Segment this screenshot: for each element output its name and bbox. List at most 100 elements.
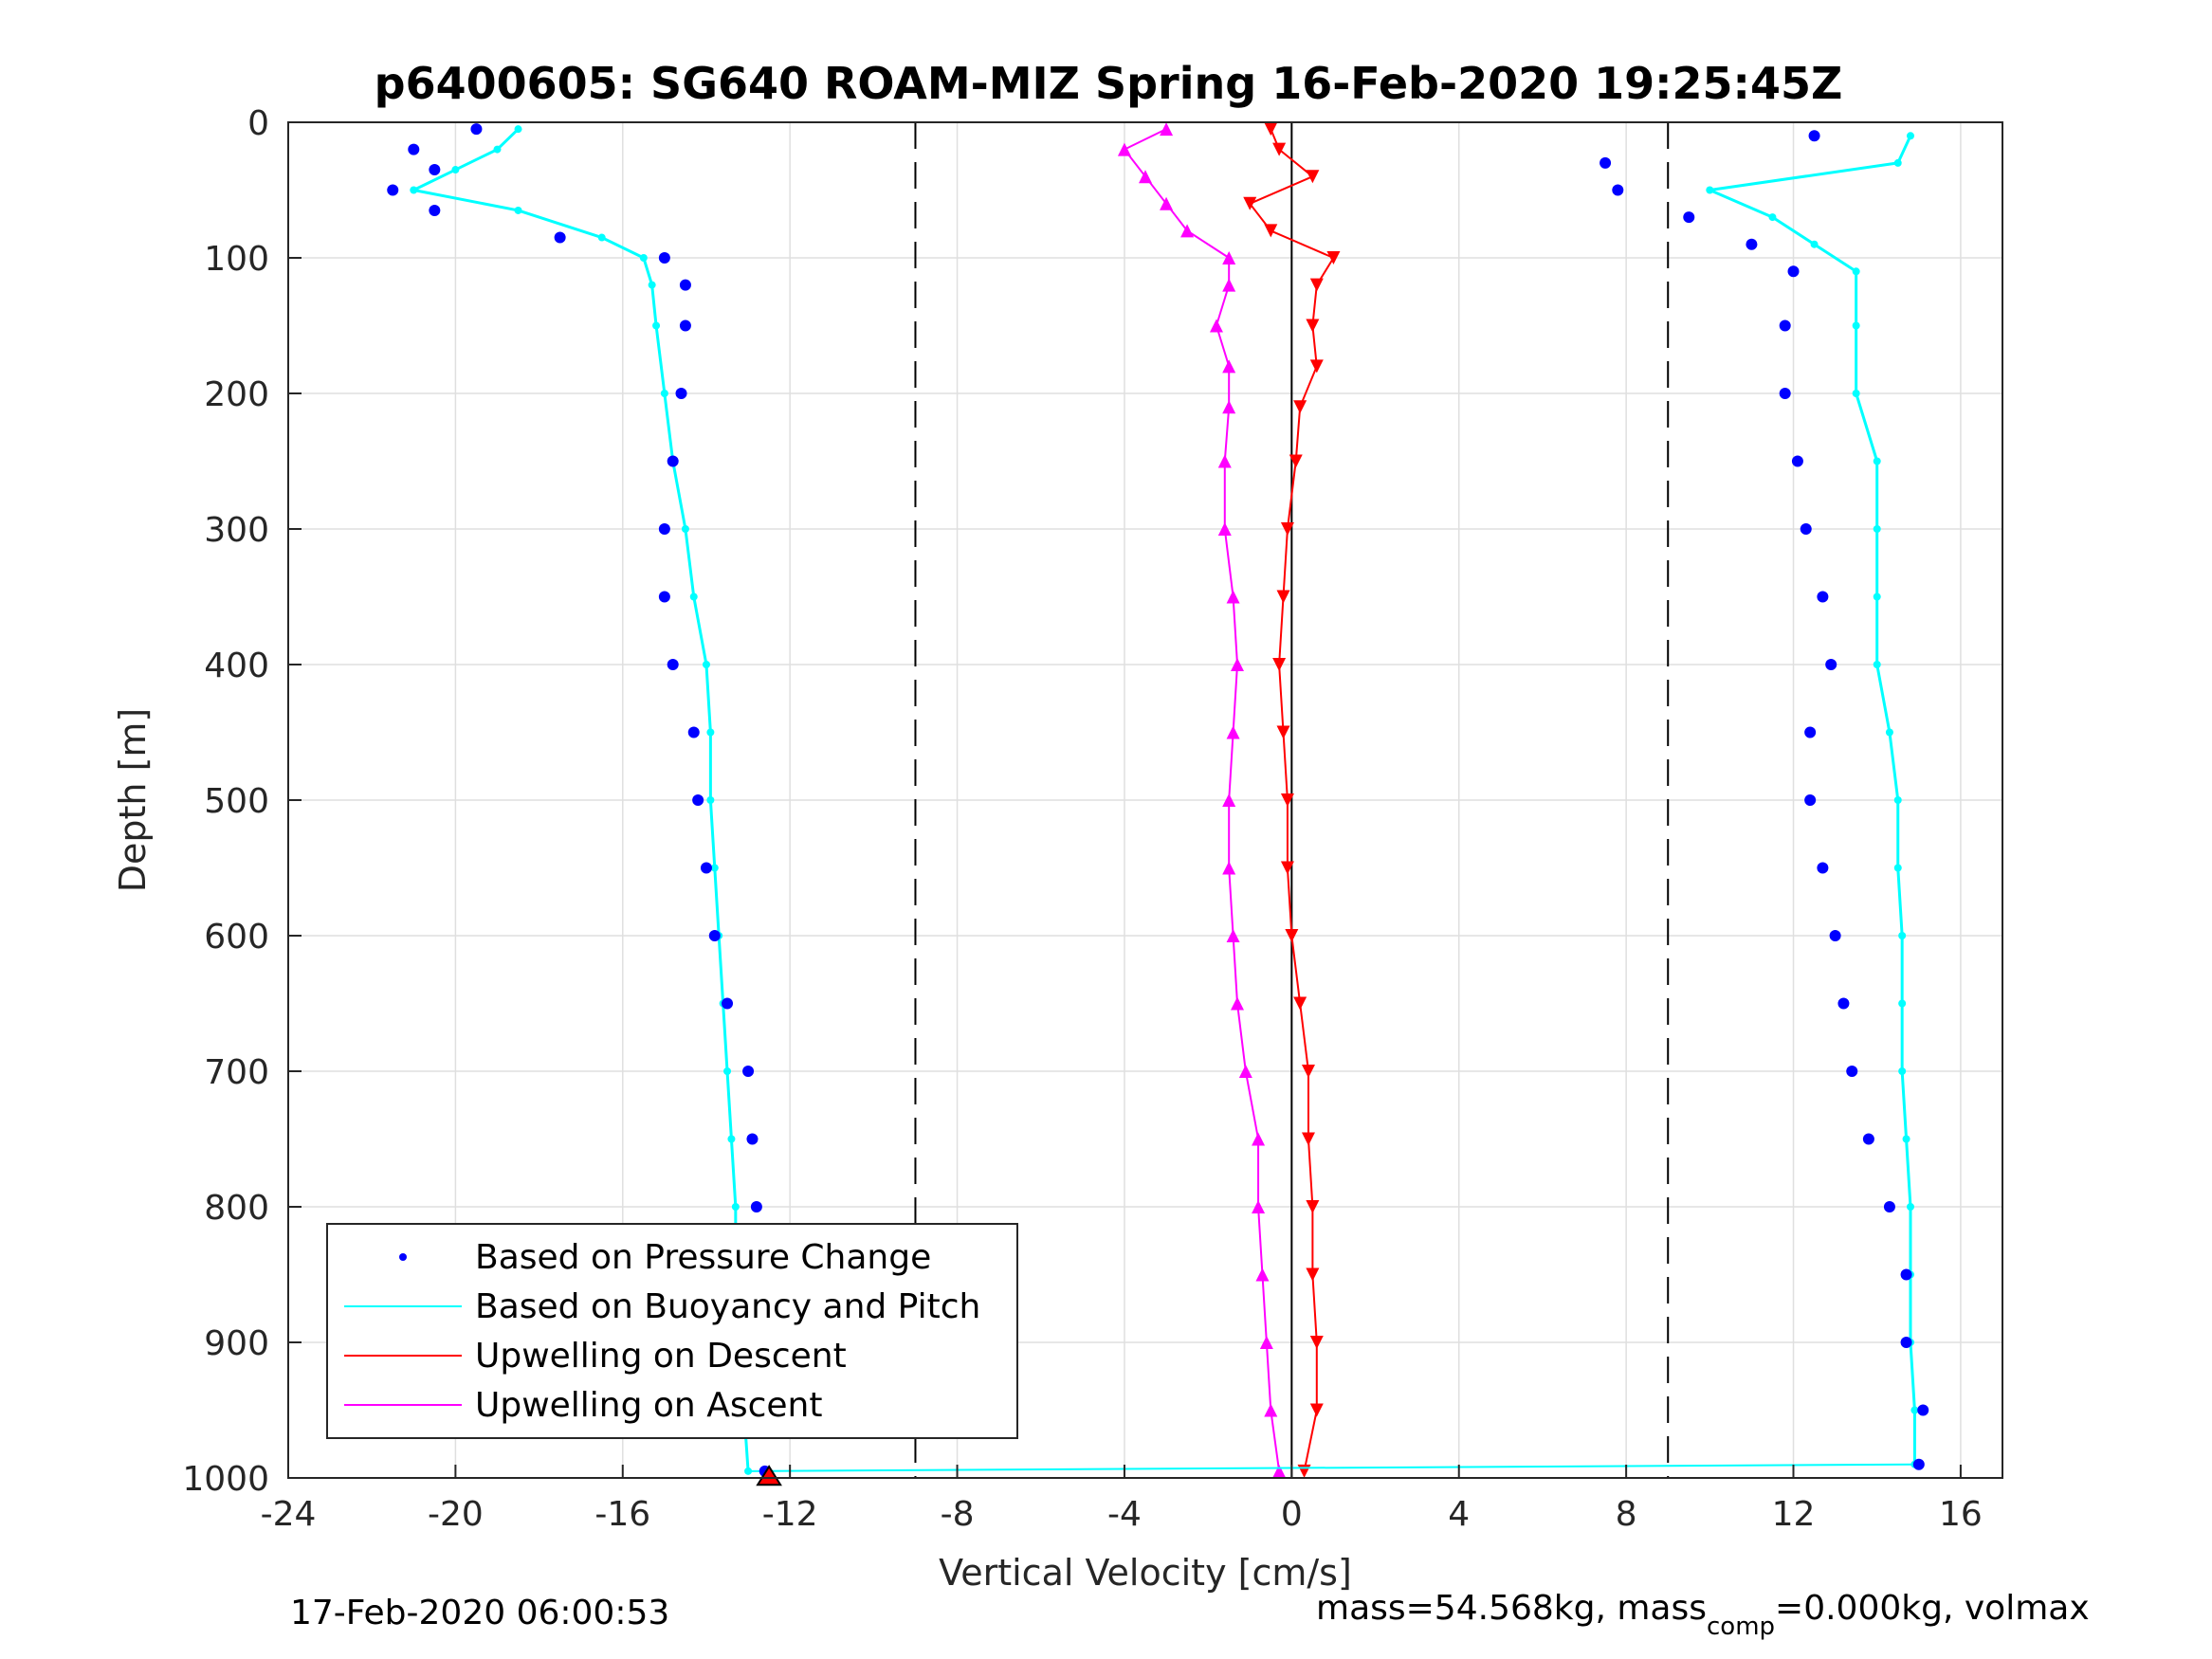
upwelling-descent-marker xyxy=(1309,1403,1324,1417)
upwelling-descent-marker xyxy=(1301,1132,1315,1146)
y-tick-label: 1000 xyxy=(182,1460,269,1499)
upwelling-ascent-marker xyxy=(1217,454,1232,468)
upwelling-ascent-marker xyxy=(1160,122,1174,137)
upwelling-ascent-marker xyxy=(1264,1403,1278,1417)
upwelling-ascent-marker xyxy=(1238,1065,1252,1078)
buoyancy-ascent-point xyxy=(1885,728,1893,737)
pressure-ascent-point xyxy=(1829,930,1841,941)
upwelling-ascent-marker xyxy=(1217,522,1232,536)
buoyancy-ascent-point xyxy=(1810,240,1819,248)
buoyancy-ascent-point xyxy=(1898,932,1907,939)
upwelling-ascent-marker xyxy=(1117,142,1131,156)
buoyancy-ascent-point xyxy=(1873,592,1881,601)
upwelling-ascent-line xyxy=(1123,128,1281,1471)
pressure-descent-point xyxy=(667,659,679,670)
buoyancy-descent-point xyxy=(689,592,698,601)
upwelling-ascent-marker xyxy=(1222,793,1236,807)
pressure-descent-point xyxy=(746,1133,759,1145)
upwelling-ascent-marker xyxy=(1231,996,1245,1011)
pressure-descent-point xyxy=(679,319,691,332)
buoyancy-ascent-point xyxy=(1910,1406,1919,1414)
pressure-descent-point xyxy=(700,862,712,874)
buoyancy-descent-point xyxy=(410,186,418,194)
legend-label: Upwelling on Ascent xyxy=(475,1386,822,1425)
buoyancy-ascent-point xyxy=(1902,1135,1910,1143)
buoyancy-ascent-point xyxy=(1768,213,1777,222)
pressure-ascent-point xyxy=(1791,455,1803,467)
legend-label: Upwelling on Descent xyxy=(475,1337,847,1376)
upwelling-descent-marker xyxy=(1276,590,1290,604)
upwelling-ascent-marker xyxy=(1139,170,1152,184)
pressure-descent-point xyxy=(692,794,704,806)
apogee-marker xyxy=(756,1465,782,1486)
buoyancy-ascent-point xyxy=(1852,321,1860,330)
buoyancy-descent-point xyxy=(706,796,715,804)
buoyancy-descent-point xyxy=(744,1467,753,1475)
upwelling-descent-marker xyxy=(1306,319,1320,333)
y-axis-label: Depth [m] xyxy=(112,708,154,893)
pressure-ascent-point xyxy=(1804,726,1817,738)
footer-mass-prefix: mass=54.568kg, mass xyxy=(1316,1589,1707,1628)
legend-swatch xyxy=(399,1253,407,1261)
upwelling-ascent-marker xyxy=(1226,929,1240,942)
legend: Based on Pressure Change Based on Buoyanc… xyxy=(326,1223,1018,1439)
footer-mass-suffix: =0.000kg, volmax xyxy=(1775,1589,2090,1628)
pressure-ascent-point xyxy=(1683,211,1695,224)
pressure-ascent-point xyxy=(1912,1458,1925,1470)
pressure-ascent-point xyxy=(1817,862,1829,874)
pressure-ascent-point xyxy=(1817,591,1829,603)
buoyancy-ascent-point xyxy=(1873,661,1881,668)
buoyancy-descent-point xyxy=(648,281,656,289)
pressure-descent-point xyxy=(408,143,420,155)
y-tick-label: 200 xyxy=(204,375,269,414)
buoyancy-descent-point xyxy=(727,1135,736,1143)
buoyancy-ascent-point xyxy=(1898,999,1907,1008)
chart-title: p6400605: SG640 ROAM-MIZ Spring 16-Feb-2… xyxy=(375,58,1843,109)
upwelling-ascent-marker xyxy=(1231,658,1245,671)
pressure-descent-point xyxy=(470,123,483,136)
y-tick-label: 900 xyxy=(204,1324,269,1363)
upwelling-descent-marker xyxy=(1272,142,1287,156)
upwelling-ascent-marker xyxy=(1160,196,1174,210)
y-tick-label: 300 xyxy=(204,511,269,550)
upwelling-ascent-marker xyxy=(1222,278,1236,292)
upwelling-descent-marker xyxy=(1306,170,1320,184)
buoyancy-ascent-point xyxy=(1893,158,1902,167)
pressure-descent-point xyxy=(742,1066,755,1077)
buoyancy-descent-point xyxy=(514,206,522,214)
upwelling-ascent-marker xyxy=(1226,725,1240,739)
upwelling-descent-marker xyxy=(1276,725,1290,739)
x-tick-label: -20 xyxy=(428,1495,484,1534)
buoyancy-descent-point xyxy=(652,321,661,330)
buoyancy-ascent-point xyxy=(1852,390,1860,397)
y-axis-ticks: 0 100 200 300 400 500 600 700 800 900 1000 xyxy=(182,104,302,1499)
upwelling-descent-marker xyxy=(1280,522,1294,536)
pressure-descent-point xyxy=(387,184,399,196)
pressure-descent-point xyxy=(658,252,670,264)
upwelling-descent-marker xyxy=(1264,122,1278,137)
x-tick-label: 8 xyxy=(1616,1495,1637,1534)
upwelling-descent-marker xyxy=(1293,400,1307,414)
legend-label: Based on Pressure Change xyxy=(475,1238,931,1277)
pressure-ascent-point xyxy=(1825,659,1837,670)
upwelling-ascent-marker xyxy=(1222,400,1236,414)
pressure-ascent-point xyxy=(1600,156,1612,169)
footer-date: 17-Feb-2020 06:00:53 xyxy=(290,1594,669,1632)
pressure-ascent-point xyxy=(1808,130,1820,142)
upwelling-ascent-marker xyxy=(1209,319,1223,333)
buoyancy-ascent-point xyxy=(1852,267,1860,276)
pressure-descent-point xyxy=(722,997,734,1010)
pressure-ascent-point xyxy=(1746,238,1758,250)
buoyancy-ascent-line xyxy=(1708,135,1916,1465)
x-axis-label: Vertical Velocity [cm/s] xyxy=(939,1552,1352,1594)
y-tick-label: 400 xyxy=(204,647,269,685)
pressure-ascent-point xyxy=(1917,1404,1929,1416)
buoyancy-ascent-point xyxy=(1898,1067,1907,1075)
pressure-descent-point xyxy=(667,455,679,467)
buoyancy-turnaround-line xyxy=(748,1463,1915,1472)
buoyancy-descent-point xyxy=(660,390,668,397)
upwelling-ascent-marker xyxy=(1252,1132,1266,1146)
pressure-ascent-point xyxy=(1779,388,1791,399)
pressure-ascent-point xyxy=(1883,1201,1895,1212)
